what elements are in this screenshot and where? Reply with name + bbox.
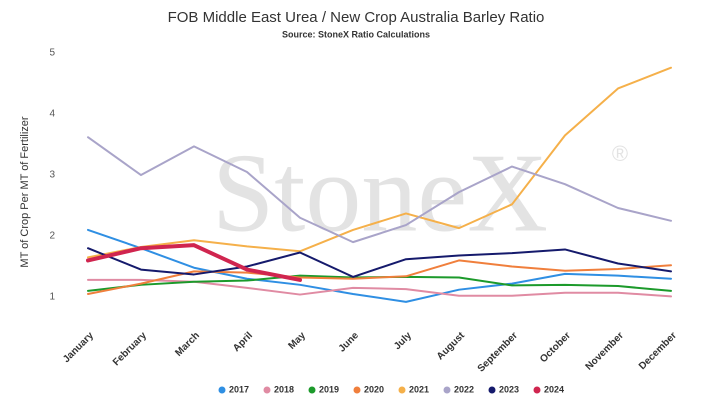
x-tick-label: June [337,330,362,355]
x-tick-label: January [61,330,96,365]
legend-marker [263,386,271,394]
legend-label: 2023 [499,384,519,394]
watermark-symbol: ® [612,141,628,166]
x-tick-label: July [392,330,414,352]
legend-label: 2018 [274,384,294,394]
series-line [87,228,672,303]
series-line [86,243,302,282]
legend-marker [443,386,451,394]
x-tick-label: September [476,330,520,374]
legend-label: 2019 [319,384,339,394]
chart-title: FOB Middle East Urea / New Crop Australi… [168,9,545,26]
x-tick-label: April [231,330,255,354]
y-tick-label: 5 [49,48,55,59]
y-tick-label: 2 [49,231,55,242]
legend-label: 2024 [544,384,564,394]
legend-marker [353,386,361,394]
y-tick-label: 4 [49,109,55,120]
legend-marker [218,386,226,394]
watermark: StoneX [212,132,548,256]
legend-label: 2017 [229,384,249,394]
legend-marker [308,386,316,394]
y-tick-label: 1 [49,292,55,303]
legend-marker [488,386,496,394]
x-tick-label: August [435,330,468,363]
chart-subtitle: Source: StoneX Ratio Calculations [282,29,430,39]
legend-label: 2022 [454,384,474,394]
x-tick-label: November [584,330,626,372]
series-line [87,136,672,244]
legend-marker [398,386,406,394]
legend-label: 2021 [409,384,429,394]
legend-label: 2020 [364,384,384,394]
legend-marker [533,386,541,394]
x-tick-label: May [286,330,308,352]
x-tick-label: February [111,330,149,368]
x-tick-label: March [173,330,202,359]
y-tick-label: 3 [49,170,55,181]
series-line [87,66,672,259]
y-axis-label: MT of Crop Per MT of Fertilizer [19,116,31,268]
x-tick-label: October [538,330,573,365]
x-tick-label: December [637,330,679,372]
series-line [87,247,672,278]
